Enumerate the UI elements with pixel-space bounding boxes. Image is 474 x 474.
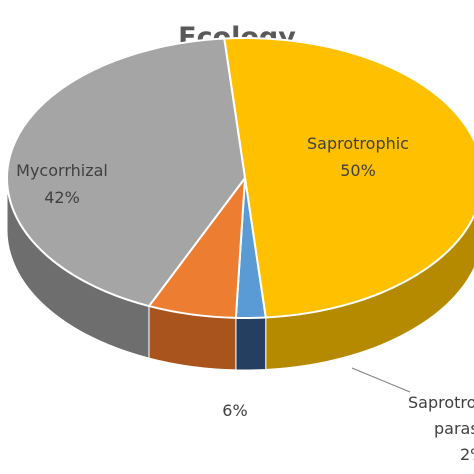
label-saprotrophic-value: 50% (340, 161, 376, 180)
pie-slice-saprotrophic (223, 37, 474, 319)
pie-side-saprotrophic-parasitic (235, 316, 267, 371)
pie-slice-mycorrhizal (6, 37, 246, 308)
label-saprotrophic-parasitic-line1: Saprotrophic- (408, 393, 474, 412)
label-mycorrhizal-value: 42% (44, 188, 80, 207)
label-saprotrophic-parasitic-line2: parasitic (434, 419, 474, 438)
label-parasitic-name: Parasitic (201, 373, 268, 392)
leader-line (351, 367, 411, 393)
label-saprotrophic-parasitic-value: 2% (460, 445, 474, 464)
label-parasitic-value: 6% (222, 401, 247, 420)
label-mycorrhizal-name: Mycorrhizal (16, 161, 108, 180)
pie-tops (6, 37, 474, 319)
label-saprotrophic-name: Saprotrophic (307, 134, 409, 153)
